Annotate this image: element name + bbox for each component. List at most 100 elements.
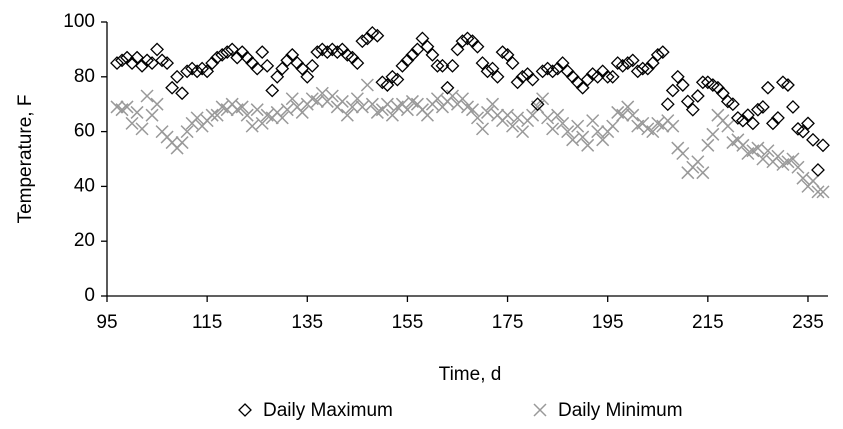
y-tick-label: 20 <box>74 230 95 251</box>
marker-diamond <box>285 47 300 62</box>
marker-diamond <box>305 58 320 73</box>
marker-x <box>786 152 800 166</box>
marker-diamond <box>640 61 655 76</box>
x-tick-label: 155 <box>392 312 424 333</box>
marker-x <box>676 146 690 161</box>
marker-x <box>706 127 720 141</box>
marker-diamond <box>210 50 225 65</box>
marker-diamond <box>740 108 755 123</box>
marker-x <box>806 174 820 188</box>
marker-diamond <box>670 69 685 84</box>
legend-label: Daily Minimum <box>558 400 683 421</box>
marker-x <box>175 136 189 150</box>
marker-diamond <box>130 50 144 65</box>
marker-x <box>751 141 765 155</box>
marker-diamond <box>215 47 230 62</box>
marker-x <box>691 155 705 169</box>
marker-x <box>240 108 254 122</box>
marker-x <box>516 125 530 139</box>
marker-x <box>621 100 635 114</box>
marker-diamond <box>535 64 550 79</box>
marker-diamond <box>650 47 665 62</box>
x-tick-label: 95 <box>96 312 117 333</box>
marker-x <box>140 89 154 103</box>
marker-diamond <box>735 113 750 128</box>
marker-diamond <box>600 69 615 84</box>
marker-diamond <box>170 69 185 84</box>
marker-x <box>430 92 444 106</box>
x-tick-label: 215 <box>692 312 724 333</box>
marker-diamond <box>615 58 630 73</box>
marker-x <box>380 97 394 111</box>
marker-x <box>506 119 520 133</box>
x-axis-label: Time, d <box>439 364 502 385</box>
marker-diamond <box>440 80 455 95</box>
marker-x <box>566 133 580 147</box>
marker-diamond <box>160 56 175 71</box>
marker-diamond <box>505 56 520 71</box>
marker-diamond <box>635 61 650 76</box>
legend-item: Daily Maximum <box>238 400 393 421</box>
marker-diamond <box>445 58 460 73</box>
marker-diamond <box>816 138 830 153</box>
marker-diamond <box>450 42 465 57</box>
y-tick-label: 0 <box>84 285 95 306</box>
marker-x <box>696 166 710 180</box>
marker-diamond <box>330 45 345 60</box>
x-tick-label: 235 <box>792 312 824 333</box>
marker-diamond <box>590 69 605 84</box>
marker-diamond <box>490 69 505 84</box>
marker-x <box>771 149 785 163</box>
marker-diamond <box>320 45 335 60</box>
marker-diamond <box>300 69 315 84</box>
marker-diamond <box>390 72 405 87</box>
marker-x <box>736 138 750 152</box>
marker-diamond <box>175 86 190 101</box>
marker-x <box>275 111 289 125</box>
marker-x <box>816 185 830 199</box>
marker-x <box>626 108 640 122</box>
marker-x <box>591 125 605 139</box>
marker-diamond <box>545 64 560 79</box>
marker-diamond <box>660 97 675 112</box>
marker-x <box>541 111 555 125</box>
marker-x <box>355 100 369 114</box>
marker-x <box>480 105 495 119</box>
marker-x <box>455 92 470 106</box>
marker-x <box>420 108 434 122</box>
marker-diamond <box>485 61 500 76</box>
marker-x <box>335 94 349 108</box>
marker-diamond <box>690 89 705 103</box>
marker-x <box>145 108 159 122</box>
marker-diamond <box>280 53 295 68</box>
marker-x <box>756 152 770 166</box>
marker-diamond <box>766 116 780 131</box>
marker-diamond <box>355 34 370 49</box>
marker-x <box>285 92 299 106</box>
marker-diamond <box>415 31 430 46</box>
marker-x <box>135 122 149 136</box>
y-tick-label: 40 <box>74 175 95 196</box>
marker-diamond <box>238 403 252 417</box>
marker-x <box>205 108 219 122</box>
marker-diamond <box>220 45 235 60</box>
marker-x <box>235 100 249 114</box>
marker-x <box>646 125 660 139</box>
marker-diamond <box>380 78 395 92</box>
marker-x <box>180 125 194 139</box>
marker-x <box>606 119 620 133</box>
marker-diamond <box>150 42 164 57</box>
marker-diamond <box>180 64 195 79</box>
marker-x <box>130 105 144 119</box>
marker-diamond <box>510 75 525 90</box>
marker-diamond <box>275 61 290 76</box>
marker-diamond <box>575 80 590 95</box>
marker-x <box>315 86 329 100</box>
marker-x <box>345 100 359 114</box>
marker-x <box>791 160 805 174</box>
marker-diamond <box>680 94 695 109</box>
legend-item: Daily Minimum <box>533 400 683 421</box>
marker-x <box>245 119 259 133</box>
marker-diamond <box>190 64 205 79</box>
marker-diamond <box>715 86 730 101</box>
